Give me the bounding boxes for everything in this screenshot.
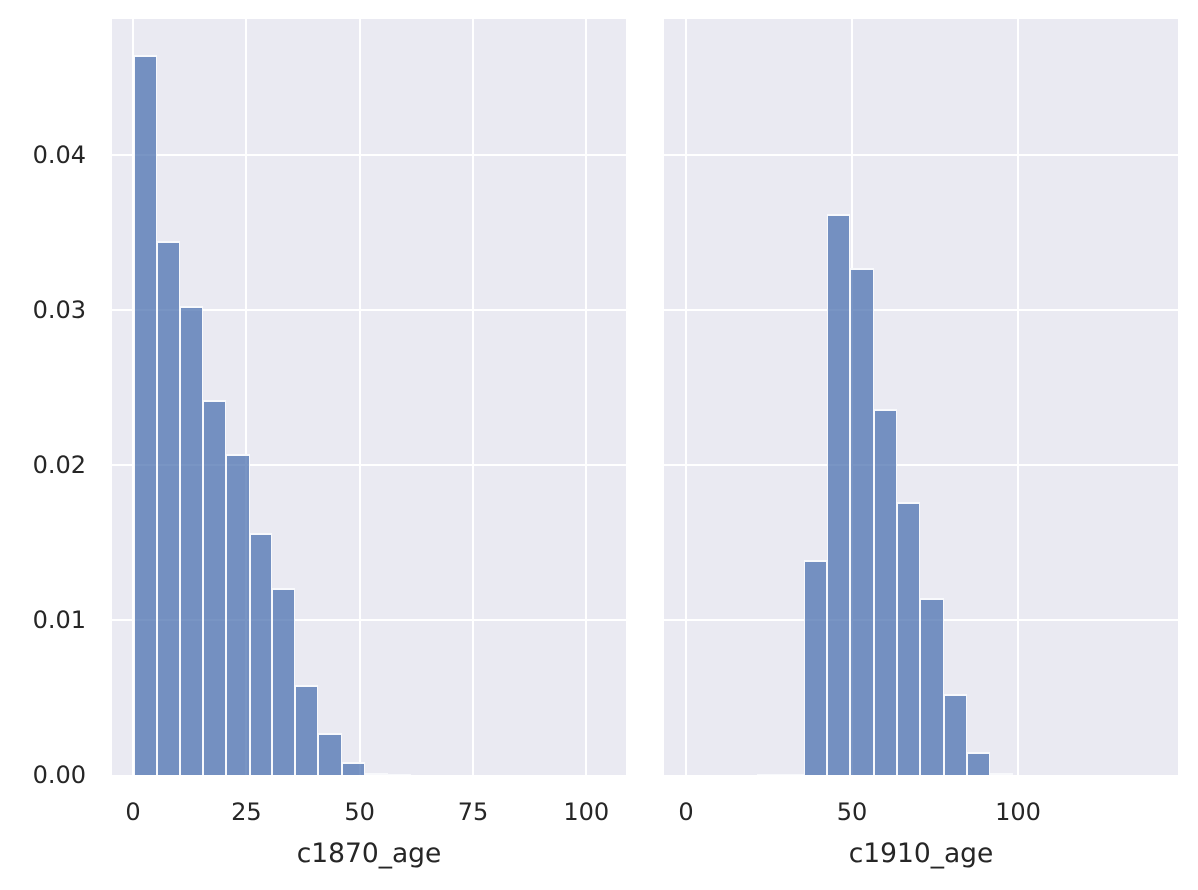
horizontal-gridline (664, 464, 1178, 467)
horizontal-gridline (112, 619, 626, 622)
vertical-gridline (685, 19, 687, 775)
histogram-bar (780, 774, 804, 775)
x-tick-label: 0 (678, 798, 694, 826)
vertical-gridline (851, 19, 854, 775)
histogram-bar (896, 502, 921, 775)
y-tick-label: 0.02 (32, 451, 86, 480)
histogram-bar (341, 761, 365, 775)
vertical-gridline (585, 19, 588, 775)
histogram-bar (873, 409, 897, 775)
histogram-bar (272, 587, 296, 775)
horizontal-gridline (112, 154, 626, 157)
x-axis-label-c1910: c1910_age (848, 838, 994, 869)
histogram-bar (157, 240, 181, 775)
histogram-bar (803, 559, 827, 775)
x-axis-label-c1870: c1870_age (296, 838, 442, 869)
horizontal-gridline (112, 464, 626, 467)
histogram-bar (387, 774, 411, 775)
histogram-bar (249, 533, 273, 775)
plot-area-c1870 (112, 19, 626, 775)
histogram-bar (966, 751, 991, 775)
y-tick-label: 0.00 (32, 761, 86, 789)
histogram-bar (850, 268, 874, 775)
x-tick-label: 25 (231, 798, 262, 826)
histogram-bar (180, 305, 204, 775)
vertical-gridline (1017, 19, 1020, 775)
x-tick-label: 100 (563, 798, 610, 826)
histogram-bar (364, 773, 388, 775)
vertical-gridline (471, 19, 474, 775)
vertical-gridline (245, 19, 248, 775)
histogram-bar (757, 774, 781, 775)
histogram-bar (133, 54, 158, 775)
plot-area-c1910 (664, 19, 1178, 775)
vertical-gridline (132, 19, 135, 775)
histogram-bar (203, 400, 227, 775)
histogram-bar (943, 694, 967, 775)
histogram-bar (295, 685, 319, 775)
x-tick-label: 75 (457, 798, 489, 826)
histogram-bar (226, 454, 250, 775)
y-tick-label: 0.01 (32, 606, 86, 635)
x-tick-label: 0 (125, 798, 141, 826)
x-tick-label: 50 (344, 798, 375, 826)
histogram-bar (990, 772, 1014, 775)
histogram-bar (920, 598, 944, 775)
horizontal-gridline (664, 619, 1178, 622)
y-tick-label: 0.03 (32, 296, 86, 325)
horizontal-gridline (664, 154, 1178, 157)
histogram-bar (318, 733, 342, 775)
horizontal-gridline (664, 309, 1178, 312)
x-tick-label: 100 (995, 798, 1041, 826)
y-tick-label: 0.04 (32, 141, 86, 170)
histogram-bar (826, 214, 851, 775)
vertical-gridline (358, 19, 361, 775)
x-tick-label: 50 (836, 798, 868, 826)
horizontal-gridline (112, 309, 626, 312)
